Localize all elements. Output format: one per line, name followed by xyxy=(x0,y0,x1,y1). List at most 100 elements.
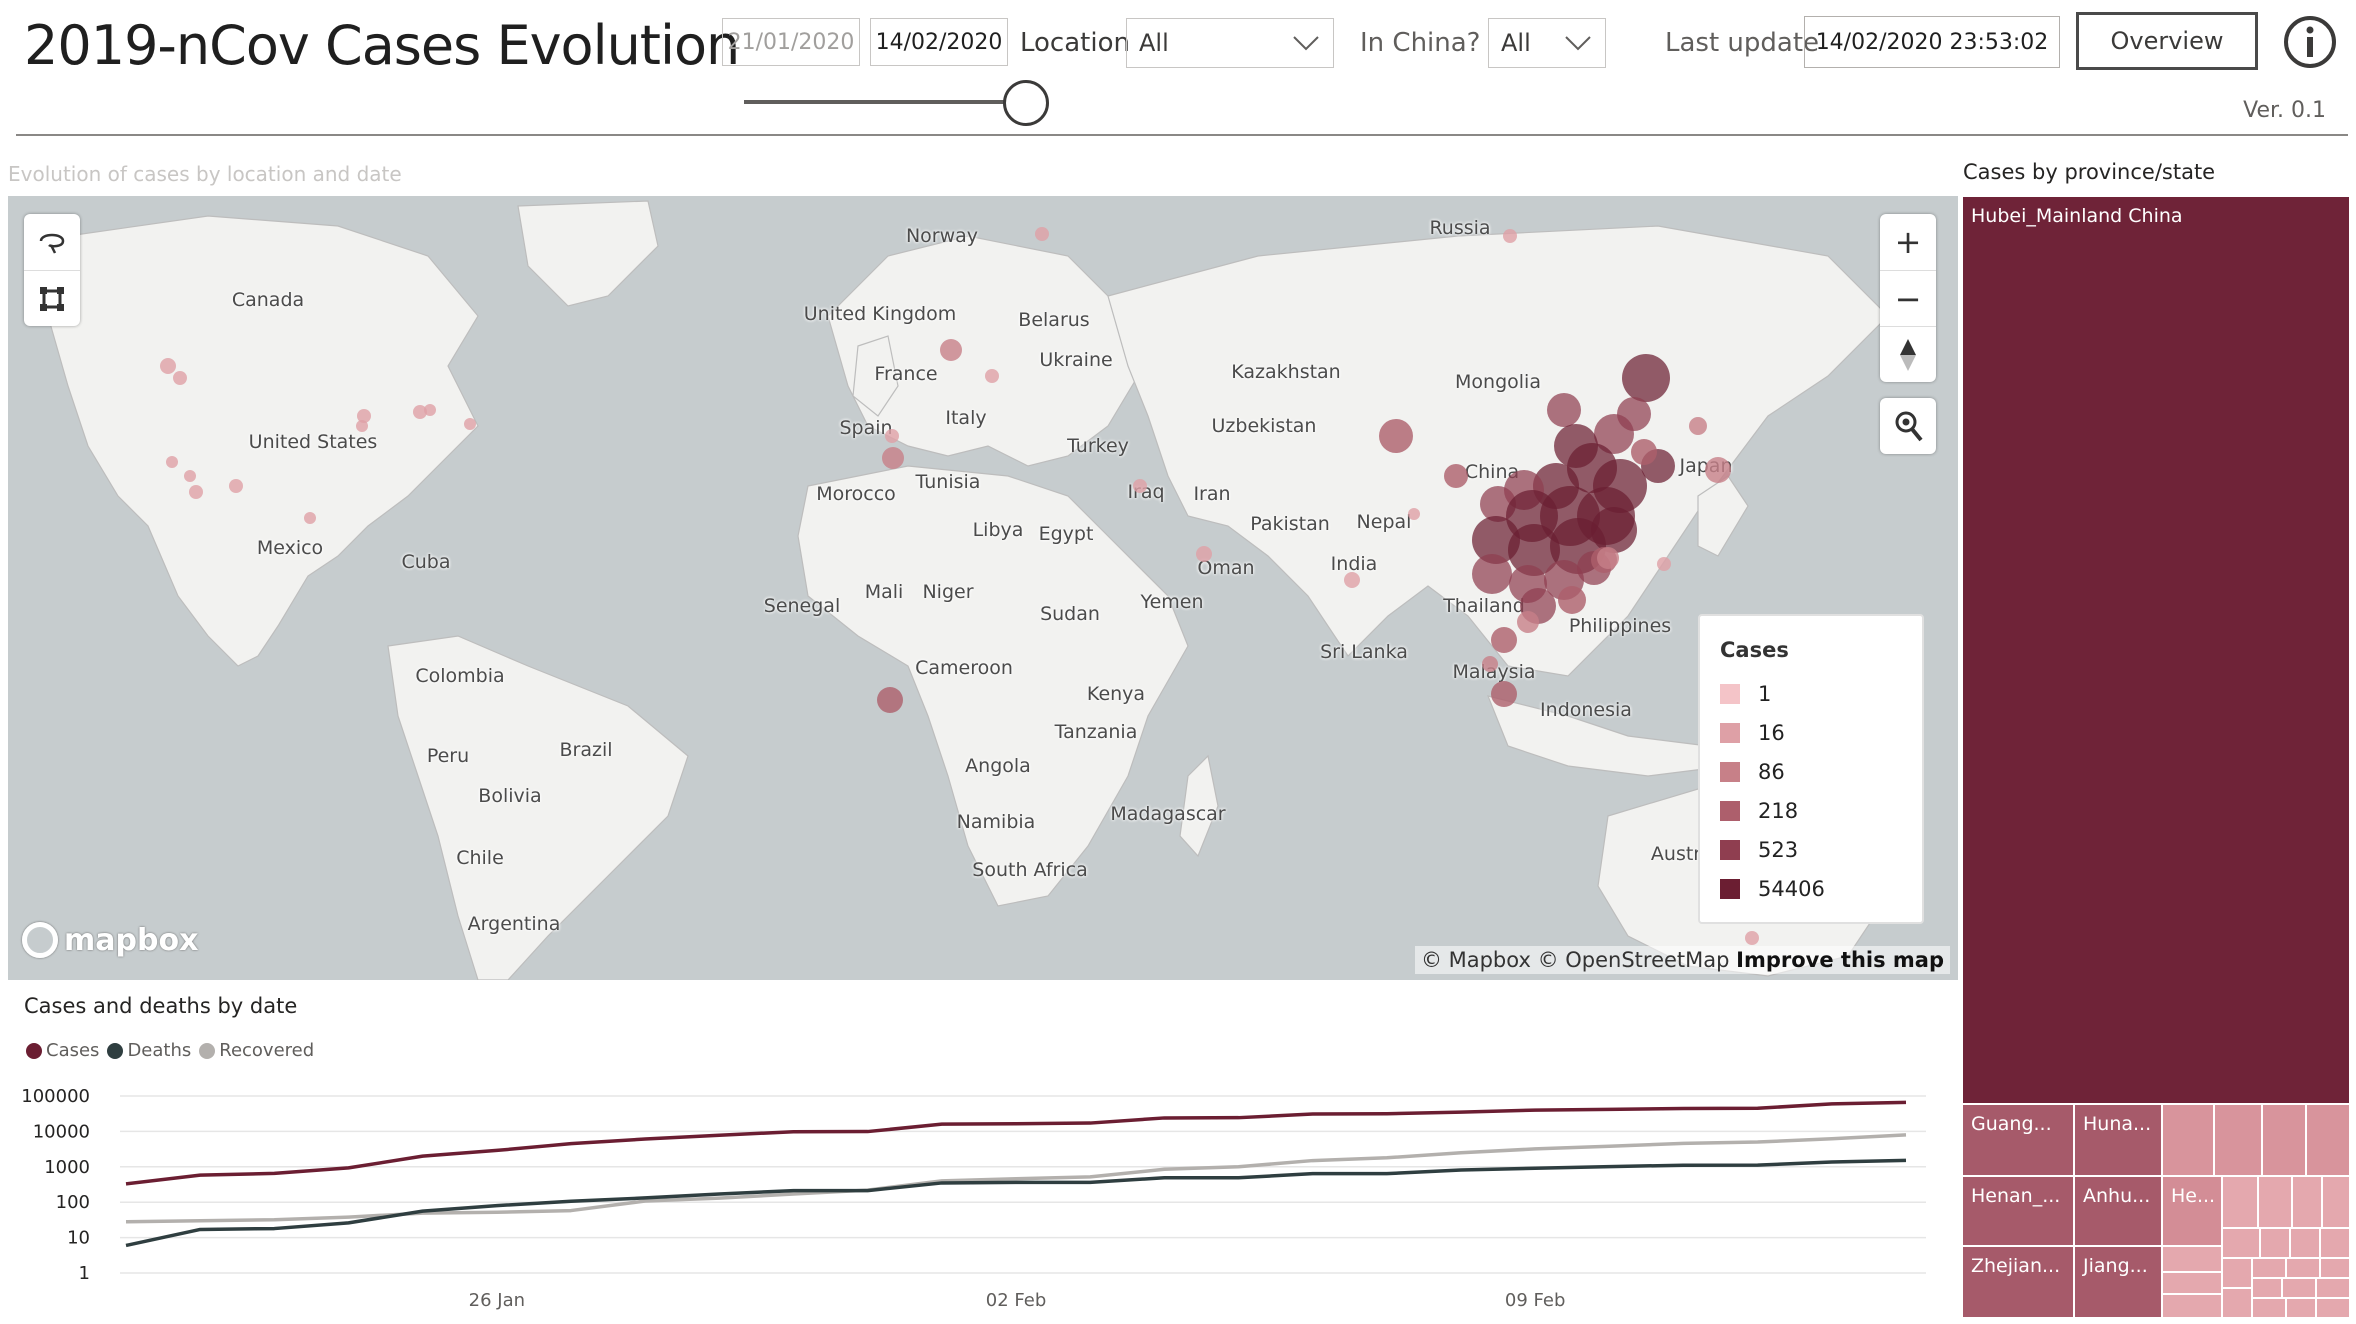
improve-map-link[interactable]: Improve this map xyxy=(1736,948,1944,972)
case-bubble[interactable] xyxy=(1344,572,1360,588)
case-bubble[interactable] xyxy=(1491,681,1517,707)
case-bubble[interactable] xyxy=(1196,546,1212,562)
treemap-cell[interactable] xyxy=(2322,1176,2350,1228)
treemap-cell[interactable] xyxy=(2286,1258,2320,1278)
case-bubble[interactable] xyxy=(1591,507,1637,553)
case-bubble[interactable] xyxy=(464,418,476,430)
case-bubble[interactable] xyxy=(1705,457,1731,483)
treemap-cell[interactable] xyxy=(2320,1258,2350,1278)
series-line-recovered[interactable] xyxy=(125,1133,1907,1224)
zoom-in-button[interactable]: + xyxy=(1894,223,1922,261)
case-bubble[interactable] xyxy=(882,447,904,469)
case-bubble[interactable] xyxy=(1657,557,1671,571)
case-bubble[interactable] xyxy=(985,369,999,383)
case-bubble[interactable] xyxy=(1379,419,1413,453)
case-bubble[interactable] xyxy=(424,404,436,416)
info-icon[interactable] xyxy=(2282,14,2338,70)
province-treemap[interactable]: Hubei_Mainland China Guang... Huna... Henan… xyxy=(1962,196,2350,1320)
case-bubble[interactable] xyxy=(940,339,962,361)
case-bubble[interactable] xyxy=(357,409,371,423)
case-bubble[interactable] xyxy=(1631,439,1657,465)
treemap-cell[interactable]: Henan_... xyxy=(1962,1176,2074,1246)
case-bubble[interactable] xyxy=(1503,229,1517,243)
case-bubble[interactable] xyxy=(1035,227,1049,241)
case-bubble[interactable] xyxy=(1558,586,1586,614)
case-bubble[interactable] xyxy=(173,371,187,385)
case-bubble[interactable] xyxy=(1472,554,1512,594)
case-bubble[interactable] xyxy=(229,479,243,493)
case-bubble[interactable] xyxy=(1597,547,1619,569)
location-dropdown[interactable]: All xyxy=(1126,18,1334,68)
treemap-cell[interactable] xyxy=(2222,1176,2258,1228)
treemap-cell[interactable]: Zhejian... xyxy=(1962,1246,2074,1318)
treemap-cell[interactable] xyxy=(2282,1278,2316,1298)
treemap-cell[interactable] xyxy=(2162,1104,2214,1176)
case-bubble[interactable] xyxy=(1408,508,1420,520)
treemap-cell[interactable] xyxy=(2292,1176,2322,1228)
date-range-slider[interactable] xyxy=(744,78,1049,126)
treemap-cell[interactable] xyxy=(2222,1258,2252,1288)
treemap-cell[interactable] xyxy=(2320,1228,2350,1258)
case-bubble[interactable] xyxy=(1745,931,1759,945)
treemap-cell[interactable]: Hubei_Mainland China xyxy=(1962,196,2350,1104)
treemap-cell[interactable]: Huna... xyxy=(2074,1104,2162,1176)
rect-select-icon[interactable] xyxy=(24,270,80,326)
series-line-deaths[interactable] xyxy=(125,1158,1907,1248)
case-bubble[interactable] xyxy=(160,358,176,374)
case-bubble[interactable] xyxy=(356,420,368,432)
case-bubble[interactable] xyxy=(304,512,316,524)
treemap-cell[interactable]: Guang... xyxy=(1962,1104,2074,1176)
treemap-cell[interactable] xyxy=(2316,1298,2350,1318)
case-bubble[interactable] xyxy=(1689,417,1707,435)
case-bubble[interactable] xyxy=(1622,354,1670,402)
case-bubble[interactable] xyxy=(413,405,427,419)
treemap-cell[interactable] xyxy=(2162,1294,2222,1318)
case-bubble[interactable] xyxy=(166,456,178,468)
treemap-cell[interactable] xyxy=(2316,1278,2350,1298)
treemap-cell[interactable] xyxy=(2252,1258,2286,1278)
treemap-cell[interactable] xyxy=(2222,1288,2252,1318)
treemap-cell[interactable] xyxy=(2260,1228,2290,1258)
in-china-dropdown[interactable]: All xyxy=(1488,18,1606,68)
case-bubble[interactable] xyxy=(1444,464,1468,488)
case-bubble[interactable] xyxy=(1491,627,1517,653)
treemap-cell[interactable]: Jiang... xyxy=(2074,1246,2162,1318)
case-bubble[interactable] xyxy=(1547,393,1581,427)
treemap-cell[interactable] xyxy=(2222,1228,2260,1258)
treemap-cell[interactable] xyxy=(2258,1176,2292,1228)
case-bubble[interactable] xyxy=(877,687,903,713)
legend-item-cases[interactable]: Cases xyxy=(26,1040,99,1061)
treemap-cell[interactable] xyxy=(2162,1246,2222,1272)
compass-icon[interactable] xyxy=(1880,326,1936,382)
treemap-cell[interactable] xyxy=(2306,1104,2350,1176)
case-bubble[interactable] xyxy=(885,429,899,443)
cases-map[interactable]: Canada United States Mexico Cuba Colombia Per… xyxy=(8,196,1958,980)
treemap-cell[interactable] xyxy=(2262,1104,2306,1176)
slider-handle[interactable] xyxy=(1003,80,1049,126)
treemap-cell[interactable]: He... xyxy=(2162,1176,2222,1246)
attribution-text[interactable]: © Mapbox © OpenStreetMap xyxy=(1420,948,1730,972)
start-date-field[interactable]: 21/01/2020 xyxy=(722,18,860,66)
treemap-cell[interactable] xyxy=(2162,1272,2222,1294)
case-bubble[interactable] xyxy=(1133,479,1147,493)
cases-deaths-line-chart[interactable]: Cases and deaths by date Cases Deaths Reco… xyxy=(8,984,1958,1324)
legend-item-deaths[interactable]: Deaths xyxy=(107,1040,191,1061)
series-line-cases[interactable] xyxy=(125,1100,1907,1186)
end-date-field[interactable]: 14/02/2020 xyxy=(870,18,1008,66)
treemap-cell[interactable] xyxy=(2252,1278,2282,1298)
treemap-cell[interactable]: Anhu... xyxy=(2074,1176,2162,1246)
treemap-cell[interactable] xyxy=(2290,1228,2320,1258)
treemap-cell[interactable] xyxy=(2214,1104,2262,1176)
lasso-select-icon[interactable] xyxy=(24,214,80,270)
legend-item-recovered[interactable]: Recovered xyxy=(199,1040,314,1061)
map-search-icon[interactable] xyxy=(1880,398,1936,454)
overview-button[interactable]: Overview xyxy=(2076,12,2258,70)
case-bubble[interactable] xyxy=(1517,611,1539,633)
case-bubble[interactable] xyxy=(189,485,203,499)
treemap-cell[interactable] xyxy=(2252,1298,2286,1318)
mapbox-logo[interactable]: mapbox xyxy=(22,922,198,958)
case-bubble[interactable] xyxy=(184,470,196,482)
treemap-cell[interactable] xyxy=(2286,1298,2316,1318)
case-bubble[interactable] xyxy=(1482,656,1498,672)
zoom-out-button[interactable]: − xyxy=(1880,270,1936,326)
